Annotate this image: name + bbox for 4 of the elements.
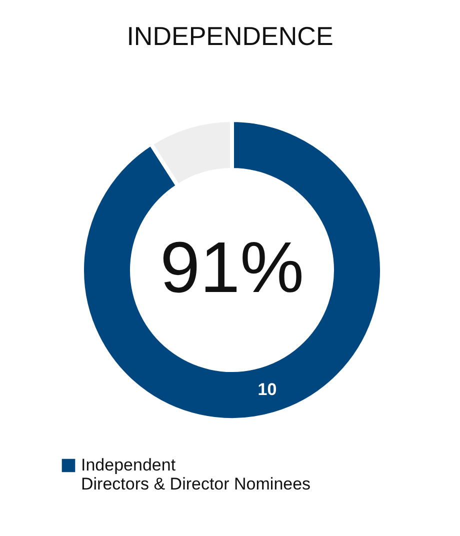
- legend-label: Independent Directors & Director Nominees: [81, 456, 311, 494]
- data-label: 10: [258, 380, 277, 399]
- text: 91%: [160, 228, 304, 308]
- chart-title: INDEPENDENCE: [126, 21, 334, 51]
